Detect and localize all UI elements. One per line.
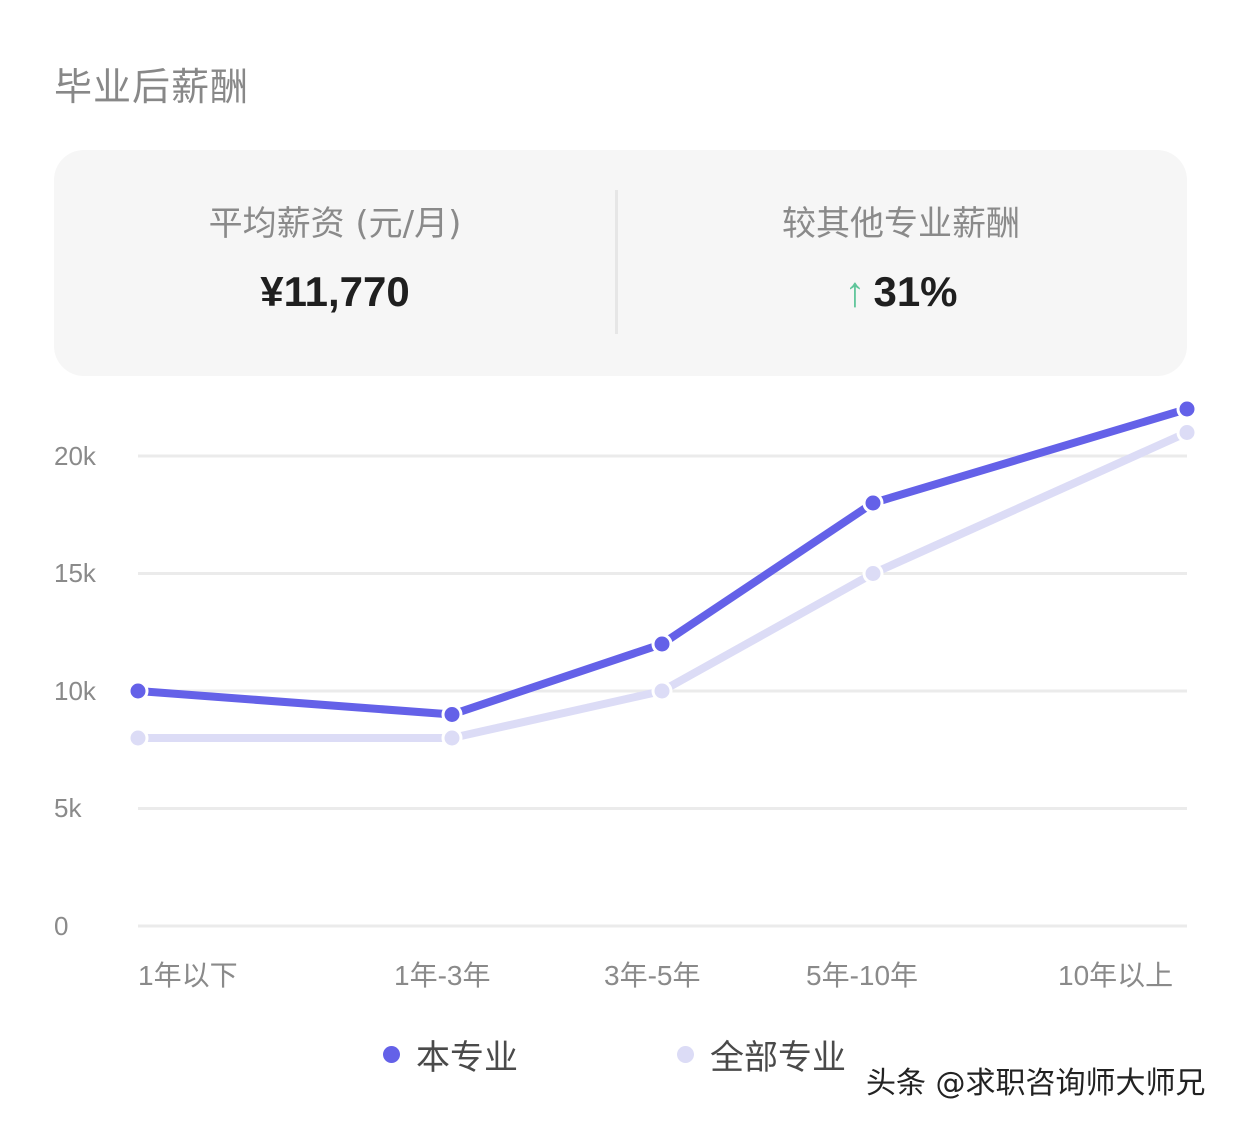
arrow-up-icon: ↑ [844,268,866,315]
series-all-majors [127,422,1198,749]
grid-lines [138,454,1187,928]
compare-value: 31% [873,268,958,315]
y-tick-label: 20k [54,441,96,471]
section-title: 毕业后薪酬 [54,65,250,109]
avg-salary-value: ¥11,770 [260,268,410,315]
compare-block: 较其他专业薪酬 ↑ 31% [620,150,1182,376]
legend-item-all-majors[interactable]: 全部专业 [677,1030,846,1079]
compare-value-row: ↑ 31% [620,268,1182,316]
data-point[interactable] [651,633,673,655]
y-tick-label: 10k [54,676,96,706]
legend-dot-icon [383,1046,400,1063]
x-tick-label: 3年-5年 [604,960,701,991]
data-point[interactable] [127,680,149,702]
data-point[interactable] [1176,422,1198,443]
data-point[interactable] [441,704,463,725]
x-tick-label: 10年以上 [1058,960,1174,991]
data-point[interactable] [1176,398,1198,420]
summary-divider [615,190,618,334]
watermark: 头条 @求职咨询师大师兄 [866,1066,1206,1101]
data-point[interactable] [651,680,673,702]
y-tick-label: 15k [54,558,96,588]
legend-item-this-major[interactable]: 本专业 [383,1030,518,1079]
x-tick-label: 1年-3年 [394,960,491,991]
y-tick-label: 5k [54,793,82,823]
legend-label: 本专业 [416,1038,518,1078]
data-point[interactable] [862,492,884,514]
data-point[interactable] [862,563,884,584]
series-this-major [127,398,1198,725]
x-tick-label: 1年以下 [138,960,238,991]
avg-salary-label: 平均薪资 (元/月) [208,204,462,244]
legend-label: 全部专业 [710,1038,846,1078]
x-tick-label: 5年-10年 [806,960,919,991]
avg-salary-block: 平均薪资 (元/月) ¥11,770 [54,150,616,376]
salary-summary-card: 平均薪资 (元/月) ¥11,770 较其他专业薪酬 ↑ 31% [54,150,1187,376]
data-point[interactable] [441,727,463,749]
data-point[interactable] [127,727,149,749]
y-tick-label: 0 [54,911,69,941]
compare-label: 较其他专业薪酬 [782,204,1020,244]
legend-dot-icon [677,1046,694,1063]
